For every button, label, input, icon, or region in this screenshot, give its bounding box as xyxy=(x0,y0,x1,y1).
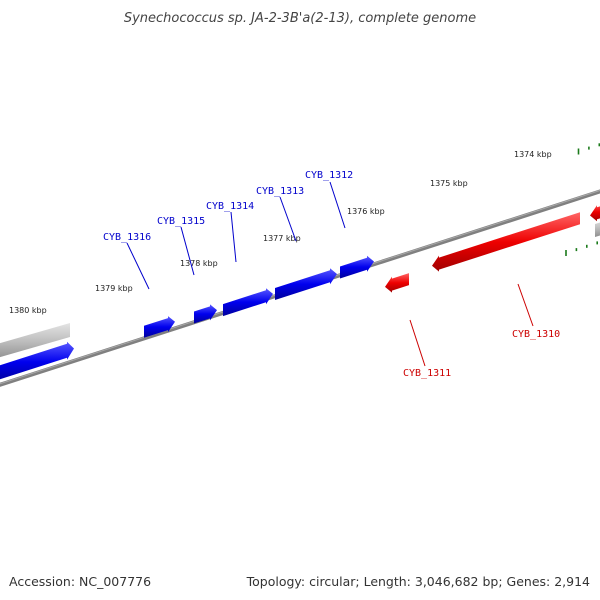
leader-line-cyb-1314 xyxy=(230,211,237,263)
gene-arrow-cyb-1311 xyxy=(385,273,409,293)
scale-label-1375: 1375 kbp xyxy=(430,179,468,188)
accession-label: Accession: NC_007776 xyxy=(9,574,152,589)
gene-label-cyb-1315[interactable]: CYB_1315 xyxy=(157,216,205,227)
forward-gene-labels xyxy=(126,181,346,290)
feature-gray-left xyxy=(0,323,70,358)
gene-label-cyb-1311[interactable]: CYB_1311 xyxy=(403,368,451,379)
reverse-gene-label-texts: CYB_1310 CYB_1311 xyxy=(403,329,560,379)
leader-line-cyb-1312 xyxy=(329,181,346,229)
gene-arrow-reverse-partial xyxy=(590,205,600,222)
map-title: Synechococcus sp. JA-2-3B'a(2-13), compl… xyxy=(124,11,476,26)
genome-summary-label: Topology: circular; Length: 3,046,682 bp… xyxy=(246,574,590,589)
gene-label-cyb-1313[interactable]: CYB_1313 xyxy=(256,186,304,197)
scale-tick-track-outer xyxy=(577,143,600,155)
leader-line-cyb-1311 xyxy=(409,319,426,367)
scale-label-1374: 1374 kbp xyxy=(514,150,552,159)
leader-line-cyb-1313 xyxy=(279,196,297,242)
gene-arrow-cyb-1313 xyxy=(275,268,337,300)
scale-label-1378: 1378 kbp xyxy=(180,259,218,268)
gene-arrow-cyb-1314 xyxy=(223,288,273,317)
leader-line-cyb-1316 xyxy=(126,242,150,290)
gene-arrow-cyb-1312 xyxy=(340,255,374,279)
scale-label-1379: 1379 kbp xyxy=(95,284,133,293)
reverse-gene-labels xyxy=(409,283,534,367)
leader-line-cyb-1315 xyxy=(180,226,195,276)
scale-label-1377: 1377 kbp xyxy=(263,234,301,243)
scale-label-1376: 1376 kbp xyxy=(347,207,385,216)
gene-arrow-cyb-1316 xyxy=(144,316,175,338)
gene-label-cyb-1314[interactable]: CYB_1314 xyxy=(206,201,254,212)
gene-label-cyb-1312[interactable]: CYB_1312 xyxy=(305,170,353,181)
scale-label-1380: 1380 kbp xyxy=(9,306,47,315)
leader-line-cyb-1310 xyxy=(517,283,534,327)
gene-features xyxy=(0,205,600,380)
gene-label-cyb-1310[interactable]: CYB_1310 xyxy=(512,329,560,340)
forward-gene-label-texts: CYB_1312 CYB_1313 CYB_1314 CYB_1315 CYB_… xyxy=(103,170,353,243)
gene-label-cyb-1316[interactable]: CYB_1316 xyxy=(103,232,151,243)
gene-arrow-cyb-1310 xyxy=(432,212,580,272)
gene-arrow-forward-partial xyxy=(0,341,74,380)
scale-tick-track-inner xyxy=(565,241,599,256)
feature-gray-right xyxy=(595,222,600,237)
gene-arrow-cyb-1315 xyxy=(194,304,217,324)
scale-labels: 1374 kbp 1375 kbp 1376 kbp 1377 kbp 1378… xyxy=(9,150,552,315)
